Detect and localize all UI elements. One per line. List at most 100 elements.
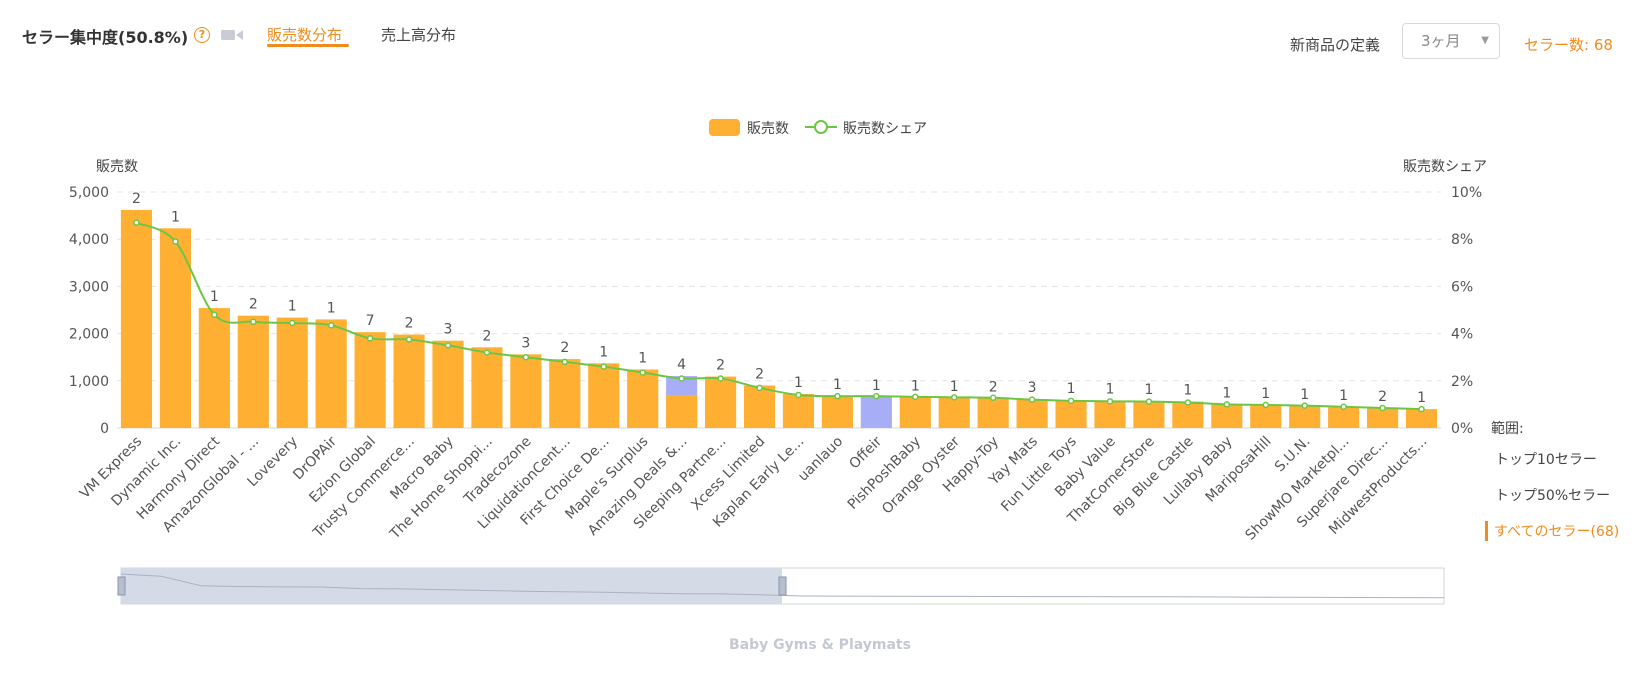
right-tick-label: 10% — [1451, 185, 1482, 201]
left-tick-label: 2,000 — [69, 327, 109, 343]
bar-count-label: 7 — [366, 313, 375, 329]
share-point — [1223, 401, 1231, 408]
share-point — [950, 394, 958, 401]
tab-sales-volume[interactable]: 販売数分布 — [267, 26, 343, 44]
bar — [1172, 401, 1204, 428]
bar-count-label: 1 — [872, 378, 881, 394]
tab-revenue[interactable]: 売上高分布 — [381, 26, 457, 44]
share-point — [1262, 401, 1270, 409]
bar-count-label: 1 — [1106, 382, 1115, 398]
bar — [938, 397, 970, 428]
bar — [393, 334, 425, 428]
share-point — [483, 349, 491, 356]
bar — [1250, 404, 1282, 428]
bar-count-label: 1 — [1417, 390, 1426, 406]
legend-label-line: 販売数シェア — [843, 121, 927, 137]
share-point — [327, 322, 335, 329]
bar — [237, 315, 269, 428]
bar-count-label: 1 — [171, 209, 180, 225]
share-point — [561, 358, 569, 366]
bar — [198, 308, 230, 428]
share-point — [1028, 396, 1036, 403]
video-camera-icon[interactable] — [221, 29, 243, 41]
range-top50[interactable]: トップ50%セラー — [1495, 488, 1611, 504]
bar — [1133, 401, 1165, 428]
share-point — [873, 392, 880, 400]
legend-label-bars: 販売数 — [747, 121, 789, 137]
bar — [159, 228, 191, 428]
bar-count-label: 2 — [755, 367, 764, 383]
bar — [510, 354, 542, 428]
share-point — [1145, 398, 1153, 405]
right-tick-label: 0% — [1451, 421, 1473, 437]
bar-count-label: 2 — [405, 316, 414, 332]
zoom-handle-right[interactable] — [778, 576, 787, 596]
bar-count-label: 2 — [716, 358, 725, 374]
right-tick-label: 2% — [1451, 374, 1473, 390]
share-point — [678, 375, 685, 382]
bar-count-label: 1 — [833, 377, 842, 393]
bar-count-label: 1 — [950, 379, 959, 395]
range-top10[interactable]: トップ10セラー — [1495, 452, 1597, 468]
bar-count-label: 1 — [599, 344, 608, 360]
bar — [1055, 400, 1087, 428]
share-point — [1106, 398, 1114, 405]
share-point — [912, 393, 919, 401]
range-all[interactable]: すべてのセラー(68) — [1485, 521, 1619, 541]
bar-count-label: 2 — [1378, 389, 1387, 405]
share-point — [795, 391, 802, 399]
share-point — [756, 384, 763, 392]
bar-count-label: 1 — [1067, 381, 1076, 397]
share-line — [136, 221, 1422, 411]
chevron-down-icon: ▼ — [1481, 35, 1489, 46]
bar — [1328, 407, 1360, 428]
bar-count-label: 1 — [288, 299, 297, 315]
bar-count-label: 1 — [1183, 383, 1192, 399]
share-point — [600, 363, 608, 370]
help-icon[interactable]: ? — [194, 27, 210, 43]
share-point — [1067, 397, 1075, 405]
legend-swatch-marker — [814, 120, 828, 134]
bar-count-label: 1 — [638, 350, 647, 366]
bar — [743, 385, 776, 428]
x-tick-label: Tradecozone — [460, 434, 534, 508]
x-tick-label: Lullaby Baby — [1161, 434, 1236, 509]
share-point — [133, 219, 140, 226]
bar — [1367, 408, 1399, 428]
left-tick-label: 3,000 — [69, 279, 109, 295]
legend-swatch-bars — [709, 119, 740, 136]
bar-count-label: 3 — [521, 335, 530, 351]
left-tick-label: 4,000 — [69, 232, 109, 248]
share-point — [1379, 404, 1386, 412]
bar — [120, 209, 153, 428]
bar-count-label: 1 — [210, 289, 219, 305]
bar-count-label: 1 — [1222, 385, 1231, 401]
share-point — [211, 311, 218, 318]
bar — [1289, 405, 1321, 428]
bar — [821, 395, 853, 428]
bar-count-label: 2 — [132, 191, 141, 207]
new-product-select-value: 3ヶ月 — [1421, 32, 1461, 50]
zoom-handle-left[interactable] — [117, 576, 126, 596]
bar-count-label: 1 — [911, 378, 920, 394]
range-label: 範囲: — [1491, 421, 1524, 437]
left-tick-label: 5,000 — [69, 185, 109, 201]
bar-count-label: 1 — [1261, 386, 1270, 402]
share-point — [1301, 402, 1308, 409]
bar-count-label: 1 — [1144, 382, 1153, 398]
category-label: Baby Gyms & Playmats — [729, 637, 911, 653]
bar-count-label: 3 — [444, 322, 453, 338]
bar — [705, 376, 737, 428]
share-point — [717, 375, 724, 382]
new-product-select[interactable]: 3ヶ月 ▼ — [1402, 23, 1500, 59]
share-point — [250, 318, 257, 326]
right-tick-label: 6% — [1451, 279, 1473, 295]
bar-count-label: 2 — [989, 379, 998, 395]
left-tick-label: 0 — [100, 421, 109, 437]
bar — [627, 369, 659, 428]
bar-count-label: 2 — [482, 328, 491, 344]
bar — [1094, 400, 1126, 428]
bar-count-label: 4 — [677, 357, 686, 373]
share-point — [639, 369, 646, 376]
